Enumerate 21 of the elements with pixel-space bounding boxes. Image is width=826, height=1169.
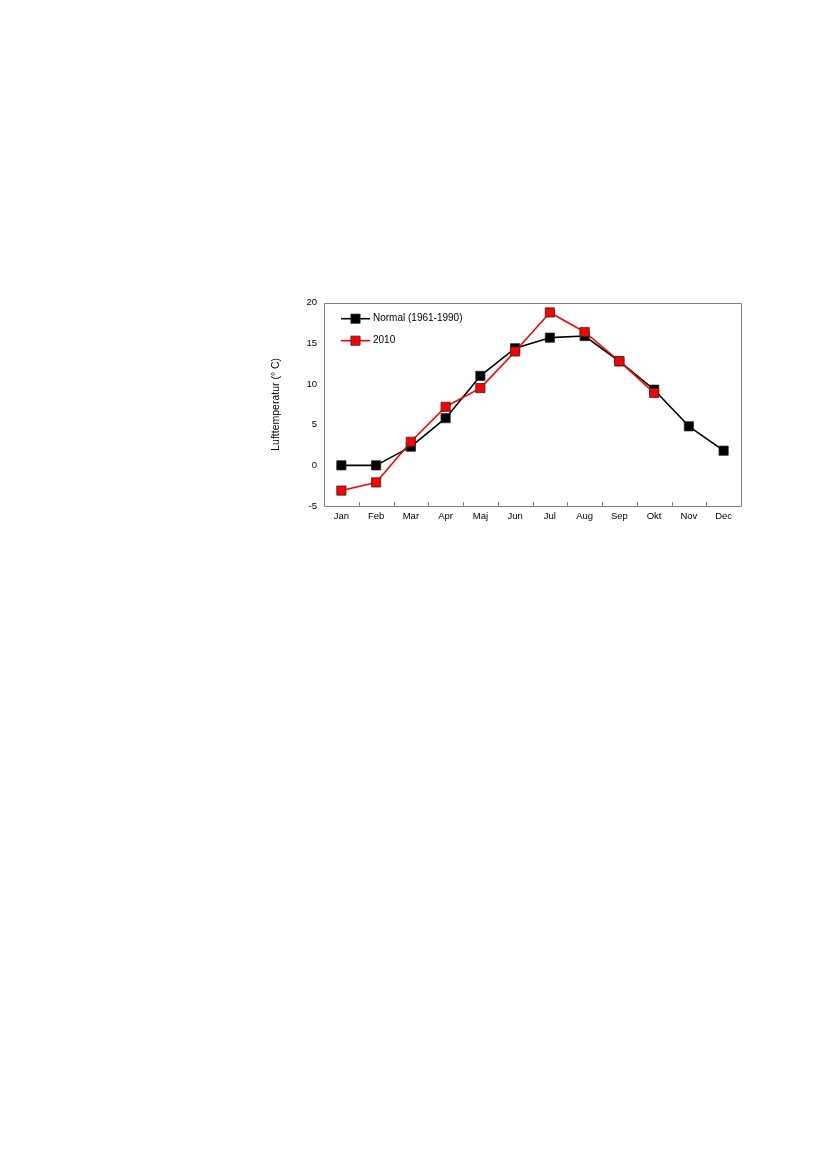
x-tick-label: Sep <box>610 510 628 522</box>
y-tick-label: -5 <box>308 499 317 511</box>
x-tick-label: Jan <box>333 510 350 522</box>
x-tick-label: Okt <box>646 510 662 522</box>
x-tick-label: Feb <box>367 510 385 522</box>
x-tick-label: Nov <box>680 510 698 522</box>
y-tick-label: 10 <box>306 377 317 389</box>
legend-label: 2010 <box>373 334 396 346</box>
y-tick-label: 5 <box>311 418 317 430</box>
y-tick-label: 20 <box>306 296 317 308</box>
x-tick-label: Maj <box>472 510 489 522</box>
x-tick-label: Mar <box>402 510 420 522</box>
x-tick-label: Apr <box>438 510 454 522</box>
x-tick-label: Dec <box>715 510 733 522</box>
y-tick-label: 15 <box>306 336 317 348</box>
x-tick-label: Aug <box>576 510 594 522</box>
y-axis-title: Lufttemperatur (° C) <box>269 357 282 451</box>
legend-label: Normal (1961-1990) <box>373 312 463 324</box>
x-tick-label: Jul <box>543 510 556 522</box>
y-tick-label: 0 <box>311 458 317 470</box>
x-tick-label: Jun <box>507 510 523 522</box>
